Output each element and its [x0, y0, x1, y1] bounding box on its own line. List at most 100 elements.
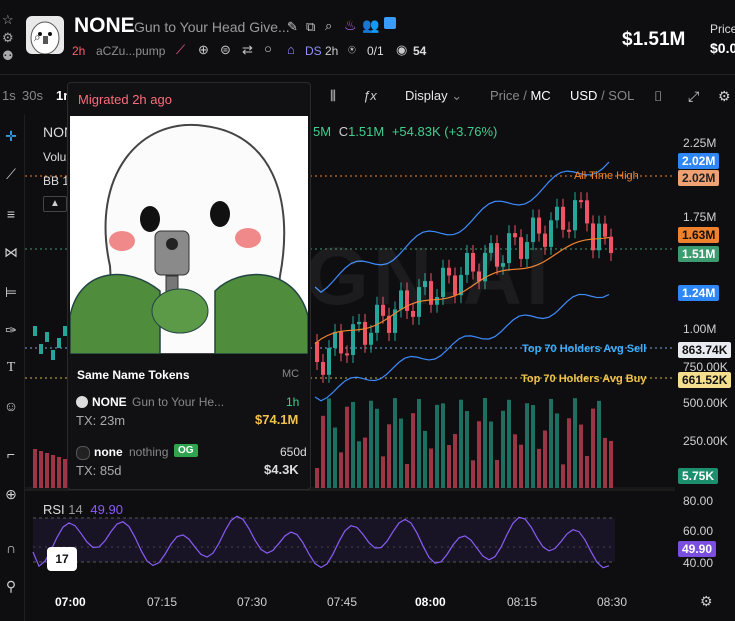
collapse-button[interactable]: ▲ — [43, 196, 67, 212]
edit-icon[interactable]: ⇄ — [242, 42, 253, 57]
volume-bar — [39, 451, 43, 488]
token-row[interactable]: NONE Gun to Your He... 1h TX: 23m $74.1M — [76, 393, 302, 433]
emoji-icon[interactable]: ☺ — [3, 398, 19, 414]
price-label: Price — [710, 22, 735, 36]
token-row-mc: $4.3K — [264, 462, 299, 477]
ohlc-readout: 5M C1.51M +54.83K (+3.76%) — [313, 124, 497, 139]
upper-band-line — [314, 161, 610, 294]
settings-icon[interactable]: ⚙ — [2, 30, 14, 45]
search-icon[interactable]: ○ — [264, 41, 272, 56]
price-mc-toggle[interactable]: Price / MC — [490, 88, 551, 103]
zoom-icon[interactable]: ⊕ — [5, 486, 17, 502]
token-row-name: none — [94, 445, 123, 459]
token-row[interactable]: none nothing OG 650d TX: 85d $4.3K — [76, 443, 307, 483]
timeframe-1s[interactable]: 1s — [2, 88, 16, 103]
flame-icon[interactable]: ♨ — [344, 17, 357, 33]
camera-icon[interactable]: ⌷ — [654, 88, 663, 104]
people-icon[interactable]: 👥 — [362, 17, 380, 33]
last-price-badge: 1.51M — [678, 246, 720, 262]
indicators-icon[interactable]: ƒx — [363, 88, 377, 103]
ath-label: All Time High — [574, 170, 639, 182]
price-chart[interactable] — [25, 112, 675, 612]
volume-bar — [555, 413, 559, 488]
volume-bar — [363, 437, 367, 488]
price-toggle-label: Price — [490, 88, 520, 103]
top70-buy-label: Top 70 Holders Avg Buy — [521, 373, 647, 385]
measure-icon[interactable]: ⌐ — [6, 446, 16, 462]
usd-sol-toggle[interactable]: USD / SOL — [570, 88, 635, 103]
candle-body — [609, 236, 613, 254]
volume-bar — [429, 448, 433, 488]
token-row-desc: Gun to Your He... — [132, 395, 225, 409]
globe-icon[interactable]: ⊕ — [198, 42, 209, 57]
lock-icon[interactable]: ⚲ — [5, 578, 17, 594]
pencil-icon[interactable]: ✎ — [287, 19, 298, 34]
token-row-mc: $74.1M — [255, 412, 299, 427]
candle-body — [33, 326, 37, 336]
search-icon[interactable]: ⌕ — [34, 30, 41, 44]
dev-age: 2h — [325, 44, 339, 58]
candle-body — [465, 252, 469, 275]
pattern-icon[interactable]: ⋈ — [4, 244, 18, 260]
user-icon[interactable]: ⚉ — [2, 48, 14, 63]
volume-bar — [393, 398, 397, 488]
candle-type-icon[interactable]: ⫼ — [330, 88, 336, 103]
volume-bar — [357, 441, 361, 488]
volume-bar — [609, 440, 613, 488]
search-icon[interactable]: ⌕ — [325, 18, 333, 33]
fib-icon[interactable]: ≡ — [6, 206, 16, 222]
volume-bar — [603, 437, 607, 488]
chat-icon[interactable] — [384, 17, 396, 29]
rsi-period: 14 — [68, 502, 83, 517]
expand-icon[interactable]: ⤢ — [688, 88, 700, 104]
candle-body — [321, 362, 325, 375]
text-icon[interactable]: T — [6, 360, 16, 375]
rsi-label: RSI — [43, 502, 65, 517]
brush-icon[interactable]: ✑ — [5, 322, 17, 338]
candle-body — [531, 217, 535, 243]
volume-bar — [471, 460, 475, 488]
volume-bar — [441, 403, 445, 488]
crosshair-icon[interactable]: ✛ — [5, 128, 17, 144]
gear-icon[interactable]: ⚙ — [718, 88, 731, 104]
candle-body — [459, 274, 463, 296]
token-row-avatar — [76, 446, 90, 460]
token-row-tx: TX: 23m — [76, 413, 126, 428]
magnet-icon[interactable]: ∩ — [5, 540, 17, 556]
y-label: 1.00M — [683, 322, 717, 336]
chart-symbol: NON — [43, 124, 75, 140]
volume-bar — [345, 406, 349, 488]
tradingview-logo[interactable]: 17 — [47, 547, 77, 571]
gear-icon[interactable]: ⚙ — [700, 593, 713, 609]
candle-body — [327, 348, 331, 375]
rsi-value: 49.90 — [90, 502, 123, 517]
candle-body — [549, 220, 553, 247]
x-label: 07:45 — [327, 595, 358, 609]
timeframe-30s[interactable]: 30s — [22, 88, 43, 103]
contract-address[interactable]: aCZu...pump — [96, 44, 166, 58]
token-avatar[interactable] — [26, 16, 64, 54]
candle-body — [543, 233, 547, 247]
middle-band-line — [314, 236, 610, 345]
y-label: 750.00K — [683, 360, 728, 374]
display-dropdown[interactable]: Display ⌄ — [405, 88, 462, 104]
volume-bar — [405, 463, 409, 488]
candle-body — [573, 200, 577, 231]
copy-icon[interactable]: ⧉ — [306, 19, 316, 34]
candle-body — [375, 304, 379, 333]
list-icon[interactable]: ⊜ — [220, 42, 231, 57]
pump-icon[interactable]: ⟋ — [176, 42, 186, 57]
candle-body — [585, 200, 589, 224]
star-icon[interactable]: ☆ — [2, 12, 14, 27]
volume-bar — [513, 434, 517, 488]
y-label: 250.00K — [683, 434, 728, 448]
usd-toggle-label: USD — [570, 88, 598, 103]
display-label: Display — [405, 88, 448, 103]
ruler-icon[interactable]: ⊨ — [4, 284, 18, 300]
trendline-icon[interactable]: ⟋ — [6, 166, 16, 182]
candle-body — [315, 342, 319, 362]
volume-bar — [483, 398, 487, 488]
holders-ratio: 0/1 — [367, 44, 384, 58]
volume-bar — [585, 455, 589, 488]
volume-bar — [381, 456, 385, 488]
